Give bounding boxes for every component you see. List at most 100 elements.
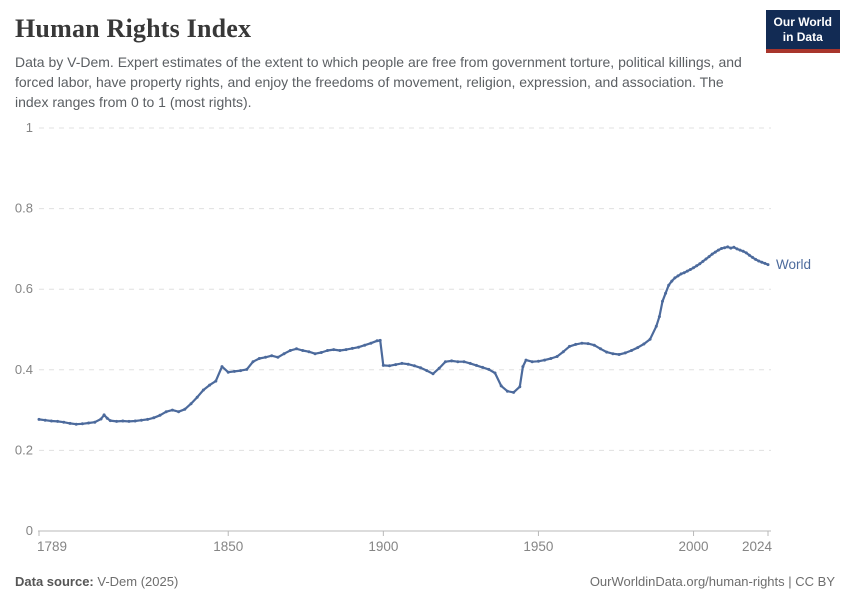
data-point[interactable] <box>220 365 224 369</box>
data-point[interactable] <box>747 253 751 257</box>
data-point[interactable] <box>710 252 714 256</box>
data-point[interactable] <box>431 372 435 376</box>
data-point[interactable] <box>313 352 317 356</box>
series-line[interactable] <box>37 245 770 426</box>
data-point[interactable] <box>667 283 671 287</box>
data-point[interactable] <box>630 349 633 352</box>
data-point[interactable] <box>381 363 385 367</box>
data-point[interactable] <box>338 349 342 352</box>
data-point[interactable] <box>561 350 565 354</box>
data-point[interactable] <box>586 342 590 346</box>
data-point[interactable] <box>685 269 689 273</box>
data-point[interactable] <box>695 264 699 268</box>
data-point[interactable] <box>177 410 181 414</box>
data-point[interactable] <box>524 358 528 362</box>
data-point[interactable] <box>729 246 733 250</box>
data-point[interactable] <box>344 348 348 352</box>
data-point[interactable] <box>720 247 723 250</box>
data-point[interactable] <box>599 347 602 351</box>
data-point[interactable] <box>301 349 305 352</box>
data-point[interactable] <box>375 339 379 343</box>
data-point[interactable] <box>648 337 652 341</box>
data-point[interactable] <box>751 255 754 259</box>
data-point[interactable] <box>574 342 578 346</box>
data-point[interactable] <box>688 268 692 271</box>
data-point[interactable] <box>357 345 360 349</box>
data-point[interactable] <box>679 272 683 276</box>
data-point[interactable] <box>530 360 534 364</box>
data-point[interactable] <box>208 383 212 387</box>
data-point[interactable] <box>704 257 708 261</box>
data-point[interactable] <box>676 274 680 278</box>
data-point[interactable] <box>108 419 112 423</box>
data-point[interactable] <box>56 419 60 423</box>
data-point[interactable] <box>716 248 720 252</box>
data-point[interactable] <box>133 419 137 423</box>
data-point[interactable] <box>369 341 373 345</box>
data-point[interactable] <box>152 416 156 420</box>
data-point[interactable] <box>661 299 664 303</box>
data-point[interactable] <box>139 418 143 422</box>
data-point[interactable] <box>474 363 478 367</box>
data-point[interactable] <box>419 366 423 370</box>
data-point[interactable] <box>276 355 280 359</box>
data-point[interactable] <box>270 354 274 358</box>
owid-logo[interactable]: Our World in Data <box>765 10 840 53</box>
data-point[interactable] <box>288 349 292 352</box>
data-point[interactable] <box>543 358 547 362</box>
data-point[interactable] <box>195 395 199 399</box>
data-point[interactable] <box>425 369 429 373</box>
data-point[interactable] <box>512 390 516 394</box>
data-point[interactable] <box>201 388 205 392</box>
data-point[interactable] <box>568 344 571 348</box>
data-point[interactable] <box>726 245 730 249</box>
data-point[interactable] <box>723 246 727 250</box>
data-point[interactable] <box>226 370 230 374</box>
data-point[interactable] <box>214 379 218 383</box>
data-point[interactable] <box>378 338 382 342</box>
data-point[interactable] <box>738 248 742 252</box>
data-point[interactable] <box>707 255 711 259</box>
data-point[interactable] <box>406 362 410 366</box>
data-point[interactable] <box>183 407 187 411</box>
data-point[interactable] <box>673 276 677 280</box>
data-point[interactable] <box>670 279 674 283</box>
data-point[interactable] <box>499 384 503 388</box>
data-point[interactable] <box>245 367 249 371</box>
data-point[interactable] <box>37 417 41 421</box>
data-point[interactable] <box>251 360 255 364</box>
data-point[interactable] <box>617 353 621 356</box>
series-world[interactable]: World <box>37 245 812 426</box>
data-point[interactable] <box>657 315 661 319</box>
data-point[interactable] <box>713 250 717 254</box>
data-point[interactable] <box>326 349 329 352</box>
data-point[interactable] <box>763 261 767 265</box>
data-point[interactable] <box>754 257 758 261</box>
data-point[interactable] <box>487 367 491 371</box>
data-point[interactable] <box>102 413 106 417</box>
data-point[interactable] <box>158 413 162 417</box>
data-point[interactable] <box>518 385 522 389</box>
footer-url-link[interactable]: OurWorldinData.org/human-rights <box>589 574 785 589</box>
data-point[interactable] <box>493 371 497 375</box>
data-point[interactable] <box>68 421 72 425</box>
data-point[interactable] <box>580 341 584 345</box>
data-point[interactable] <box>87 421 91 425</box>
data-point[interactable] <box>536 359 540 363</box>
data-point[interactable] <box>732 245 736 249</box>
data-point[interactable] <box>239 369 243 373</box>
data-point[interactable] <box>49 419 53 423</box>
data-point[interactable] <box>611 352 615 356</box>
data-point[interactable] <box>741 249 745 253</box>
data-point[interactable] <box>105 416 109 420</box>
data-point[interactable] <box>757 259 761 263</box>
data-point[interactable] <box>332 348 336 352</box>
data-point[interactable] <box>549 357 553 360</box>
data-point[interactable] <box>437 366 441 370</box>
data-point[interactable] <box>282 352 286 356</box>
data-point[interactable] <box>664 291 668 295</box>
data-point[interactable] <box>623 351 627 355</box>
data-point[interactable] <box>62 420 66 424</box>
data-point[interactable] <box>121 419 125 423</box>
